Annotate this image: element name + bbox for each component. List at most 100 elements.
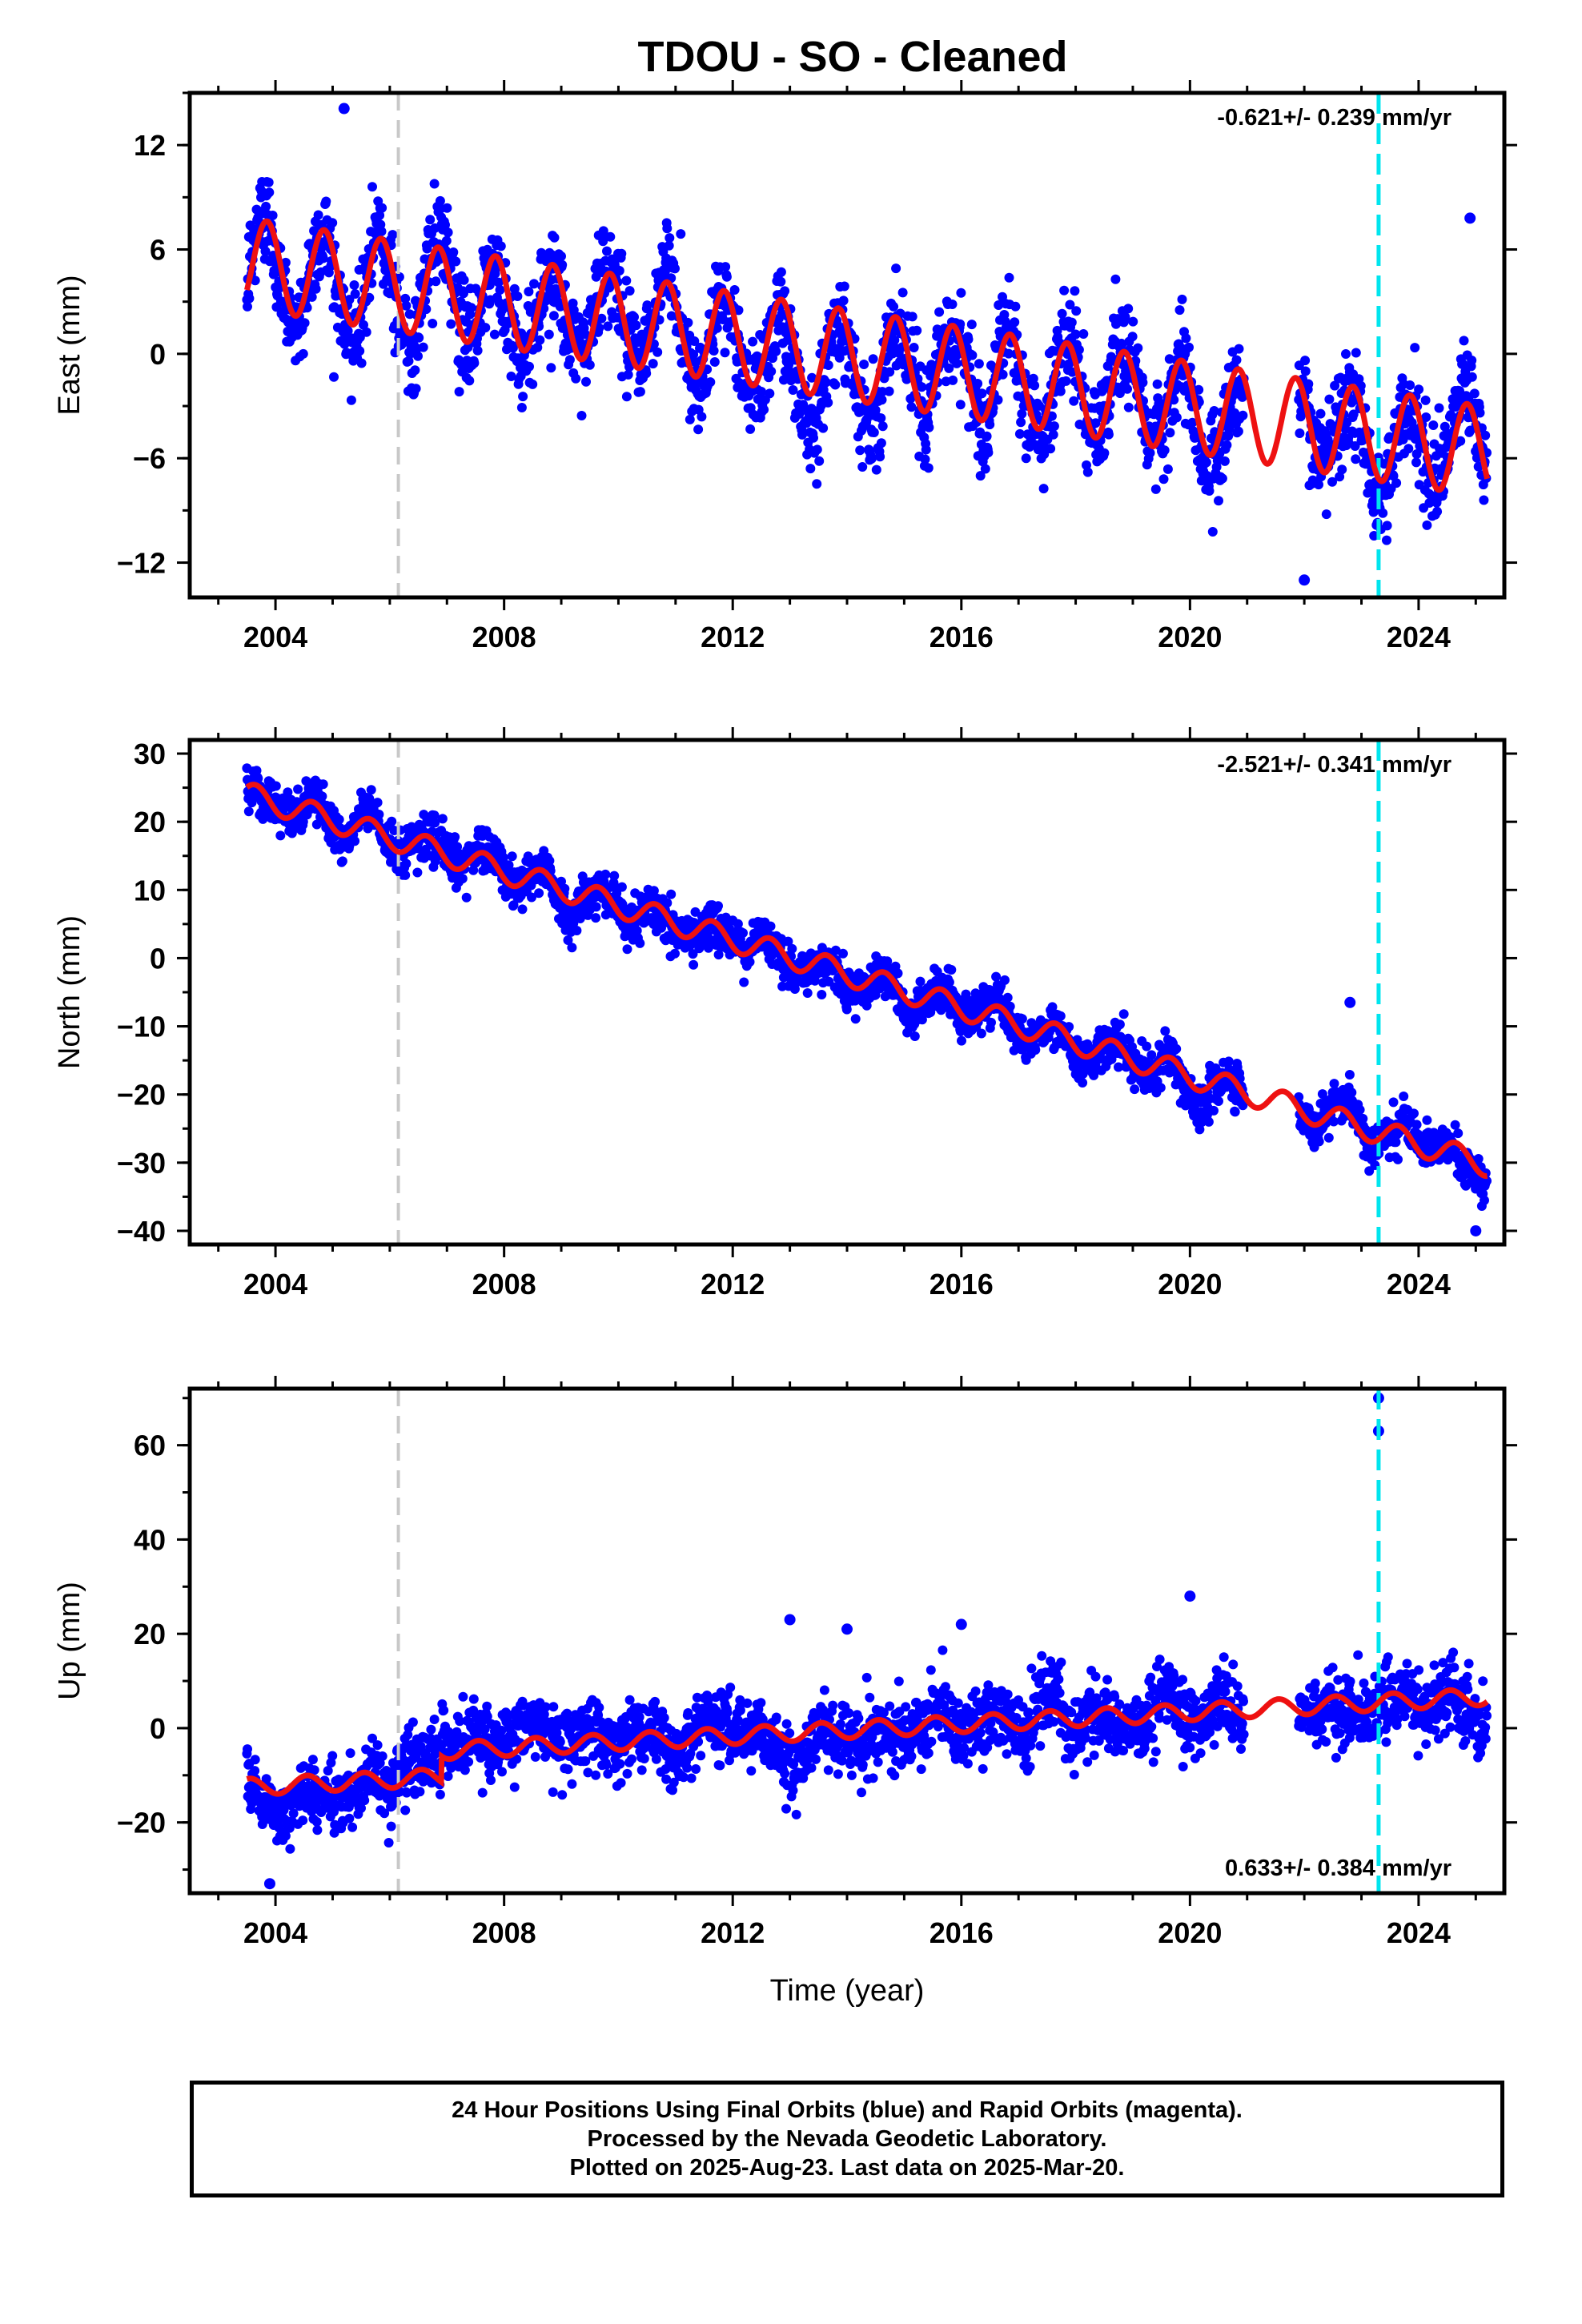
data-point	[1194, 384, 1204, 395]
y-tick-label: 0	[150, 942, 166, 975]
data-point	[567, 943, 577, 953]
data-point	[443, 227, 453, 238]
data-point	[924, 422, 934, 432]
data-point	[591, 902, 601, 912]
data-point	[375, 210, 385, 220]
data-point	[817, 990, 827, 999]
data-point	[983, 448, 994, 458]
data-point	[814, 456, 825, 466]
data-point	[705, 377, 716, 388]
data-point	[1480, 430, 1491, 440]
data-point	[495, 285, 505, 295]
model-curve	[244, 218, 1491, 493]
data-point	[318, 253, 328, 263]
data-point	[934, 307, 945, 317]
data-point	[1110, 274, 1121, 284]
data-point	[805, 464, 816, 474]
y-tick-label: 10	[134, 874, 166, 907]
data-point	[665, 233, 675, 243]
data-point	[1123, 304, 1134, 314]
y-tick-label: 6	[150, 234, 166, 267]
data-point	[1351, 348, 1361, 358]
data-point	[534, 888, 544, 899]
data-point	[947, 300, 958, 309]
data-point	[594, 323, 604, 333]
data-point	[1446, 410, 1456, 420]
data-point	[662, 223, 673, 234]
data-point	[1238, 410, 1248, 420]
data-point	[1472, 452, 1482, 463]
data-point	[1181, 333, 1191, 344]
data-point	[857, 462, 868, 472]
data-point	[1078, 329, 1089, 339]
data-point	[1222, 440, 1232, 450]
data-point	[830, 380, 841, 390]
y-tick-label: −30	[117, 1147, 166, 1180]
data-point	[709, 346, 719, 356]
data-point	[1061, 376, 1071, 386]
data-point	[876, 438, 886, 448]
data-point	[263, 177, 274, 187]
data-point	[1055, 386, 1066, 396]
data-point	[321, 196, 331, 207]
data-point	[812, 444, 822, 455]
data-point	[596, 313, 607, 324]
data-point	[356, 358, 367, 368]
outlier-point	[1464, 212, 1476, 224]
data-point	[1048, 429, 1058, 440]
data-point	[976, 1028, 986, 1039]
data-point	[712, 323, 722, 333]
data-point	[1133, 343, 1143, 353]
data-point	[546, 363, 556, 373]
data-point	[581, 376, 591, 387]
data-point	[967, 350, 978, 360]
data-point	[713, 901, 723, 911]
data-point	[400, 870, 411, 880]
data-point	[912, 325, 922, 336]
data-point	[1114, 1019, 1125, 1030]
data-point	[1456, 436, 1466, 446]
data-point	[496, 241, 506, 251]
data-point	[616, 882, 627, 892]
data-point	[1152, 379, 1162, 389]
data-point	[469, 358, 480, 368]
y-tick-label: 12	[134, 129, 166, 162]
data-point	[757, 387, 766, 396]
data-point	[1171, 1043, 1182, 1054]
data-point	[889, 335, 900, 345]
data-point	[1123, 402, 1134, 412]
y-tick-label: −20	[117, 1079, 166, 1112]
data-point	[1177, 294, 1187, 304]
data-point	[489, 329, 500, 340]
data-point	[923, 463, 934, 473]
data-point	[1158, 474, 1169, 485]
data-point	[1002, 992, 1013, 1003]
data-point	[528, 379, 538, 389]
data-point	[1155, 1083, 1166, 1093]
data-point	[1000, 975, 1010, 985]
chart-title: TDOU - SO - Cleaned	[637, 33, 1068, 81]
y-tick-label: −10	[117, 1011, 166, 1043]
data-point	[683, 317, 693, 328]
data-point	[337, 856, 347, 866]
data-point	[963, 334, 974, 344]
data-point	[349, 280, 359, 290]
data-point	[1230, 1107, 1240, 1117]
data-point	[974, 359, 984, 369]
data-point	[841, 1004, 852, 1015]
data-point	[1038, 484, 1049, 494]
data-point	[1082, 467, 1093, 477]
data-point	[766, 366, 777, 376]
data-point	[1071, 306, 1082, 316]
data-point	[871, 464, 881, 475]
data-point	[838, 296, 849, 306]
data-point	[493, 277, 504, 287]
data-point	[535, 335, 545, 345]
data-point	[1453, 1128, 1464, 1139]
data-point	[450, 832, 460, 842]
data-point	[1324, 394, 1335, 404]
data-point	[329, 372, 339, 382]
data-point	[472, 345, 483, 356]
data-point	[738, 928, 748, 938]
data-point	[807, 372, 817, 383]
